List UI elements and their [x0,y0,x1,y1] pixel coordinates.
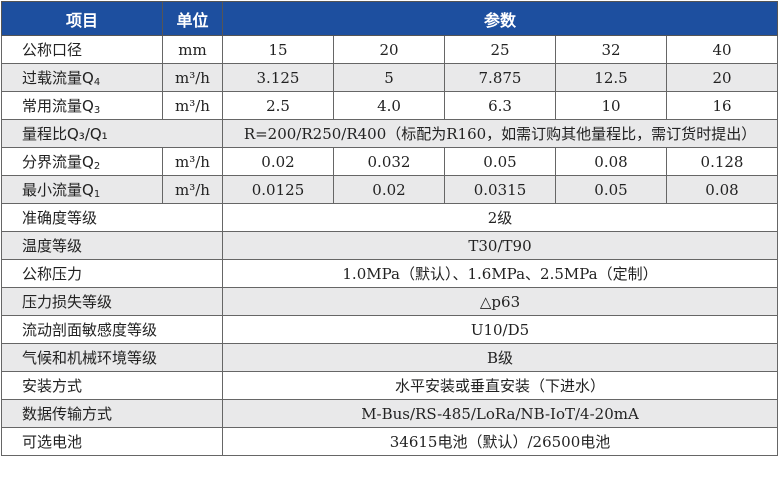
subscript: 3 [93,105,101,116]
table-row: 气候和机械环境等级 B级 [1,343,779,372]
unit-cell: m³/h [162,175,223,204]
row-label-text: 准确度等级 [22,209,98,227]
row-label: 数据传输方式 [1,399,223,428]
table-row: 温度等级 T30/T90 [1,231,779,260]
value-cell: 0.02 [333,175,445,204]
row-label-text: 量程比Q₃/Q₁ [22,125,108,143]
subscript: 1 [93,189,101,200]
range-ratio-value: R=200/R250/R400（标配为R160，如需订购其他量程比，需订货时提出… [221,119,779,148]
table-row: 公称压力 1.0MPa（默认）、1.6MPa、2.5MPa（定制） [1,259,779,288]
row-label-text: 过载流量Q [22,69,94,87]
subscript: 4 [93,77,101,88]
table-row: 安装方式 水平安装或垂直安装（下进水） [1,371,779,400]
unit-cell: mm [162,35,223,64]
row-label-text: 气候和机械环境等级 [22,349,158,367]
table-row: 最小流量Q1 m³/h 0.0125 0.02 0.0315 0.05 0.08 [1,175,779,204]
value-cell: 0.08 [665,175,779,204]
value-cell: 1.0MPa（默认）、1.6MPa、2.5MPa（定制） [221,259,779,288]
row-label-text: 可选电池 [22,433,83,451]
row-label-text: 公称口径 [22,41,83,59]
row-label: 压力损失等级 [1,287,223,316]
table-row: 流动剖面敏感度等级 U10/D5 [1,315,779,344]
row-label: 可选电池 [1,427,223,456]
value-cell: 4.0 [333,91,445,120]
table-row: 准确度等级 2级 [1,203,779,232]
header-params: 参数 [221,1,779,36]
table-row: 可选电池 34615电池（默认）/26500电池 [1,427,779,456]
value-cell: 40 [665,35,779,64]
unit-cell: m³/h [162,91,223,120]
table-row: 压力损失等级 △p63 [1,287,779,316]
value-cell: 34615电池（默认）/26500电池 [221,427,779,456]
table-row: 分界流量Q2 m³/h 0.02 0.032 0.05 0.08 0.128 [1,147,779,176]
value-cell: 10 [555,91,667,120]
value-cell: 5 [333,63,445,92]
row-label-text: 安装方式 [22,377,83,395]
row-label-text: 公称压力 [22,265,83,283]
value-cell: 6.3 [444,91,556,120]
row-label: 过载流量Q4 [1,63,163,92]
row-label: 气候和机械环境等级 [1,343,223,372]
subscript: 2 [93,161,101,172]
value-cell: 32 [555,35,667,64]
table-row: 量程比Q₃/Q₁ R=200/R250/R400（标配为R160，如需订购其他量程… [1,119,779,148]
row-label-text: 温度等级 [22,237,83,255]
value-cell: 0.0125 [222,175,334,204]
value-cell: U10/D5 [221,315,779,344]
value-cell: 0.032 [333,147,445,176]
row-label-text: 压力损失等级 [22,293,113,311]
row-label-text: 分界流量Q [22,153,94,171]
spec-table: 项目 单位 参数 公称口径 mm 15 20 25 32 40 过载流量Q4 m³/h 3.125… [1,1,779,456]
row-label-text: 常用流量Q [22,97,94,115]
value-cell: 7.875 [444,63,556,92]
row-label: 最小流量Q1 [1,175,163,204]
header-unit: 单位 [162,1,223,36]
table-row: 常用流量Q3 m³/h 2.5 4.0 6.3 10 16 [1,91,779,120]
row-label-text: 数据传输方式 [22,405,113,423]
unit-cell: m³/h [162,147,223,176]
row-label: 公称口径 [1,35,163,64]
value-cell: 0.05 [444,147,556,176]
row-label: 公称压力 [1,259,223,288]
value-cell: 20 [665,63,779,92]
header-row: 项目 单位 参数 [1,1,779,36]
value-cell: 2.5 [222,91,334,120]
value-cell: 3.125 [222,63,334,92]
value-cell: 0.128 [665,147,779,176]
row-label: 温度等级 [1,231,223,260]
value-cell: 0.0315 [444,175,556,204]
row-label-text: 流动剖面敏感度等级 [22,321,158,339]
value-cell: 0.08 [555,147,667,176]
row-label: 常用流量Q3 [1,91,163,120]
value-cell: 2级 [221,203,779,232]
row-label-text: 最小流量Q [22,181,94,199]
value-cell: △p63 [221,287,779,316]
unit-cell: m³/h [162,63,223,92]
value-cell: B级 [221,343,779,372]
value-cell: 0.05 [555,175,667,204]
row-label: 分界流量Q2 [1,147,163,176]
value-cell: T30/T90 [221,231,779,260]
value-cell: 20 [333,35,445,64]
table-row: 数据传输方式 M-Bus/RS-485/LoRa/NB-IoT/4-20mA [1,399,779,428]
table-row: 过载流量Q4 m³/h 3.125 5 7.875 12.5 20 [1,63,779,92]
value-cell: 25 [444,35,556,64]
value-cell: M-Bus/RS-485/LoRa/NB-IoT/4-20mA [221,399,779,428]
value-cell: 水平安装或垂直安装（下进水） [221,371,779,400]
row-label: 流动剖面敏感度等级 [1,315,223,344]
row-label: 量程比Q₃/Q₁ [1,119,223,148]
value-cell: 16 [665,91,779,120]
header-item: 项目 [1,1,163,36]
table-row: 公称口径 mm 15 20 25 32 40 [1,35,779,64]
row-label: 安装方式 [1,371,223,400]
value-cell: 15 [222,35,334,64]
row-label: 准确度等级 [1,203,223,232]
value-cell: 0.02 [222,147,334,176]
value-cell: 12.5 [555,63,667,92]
